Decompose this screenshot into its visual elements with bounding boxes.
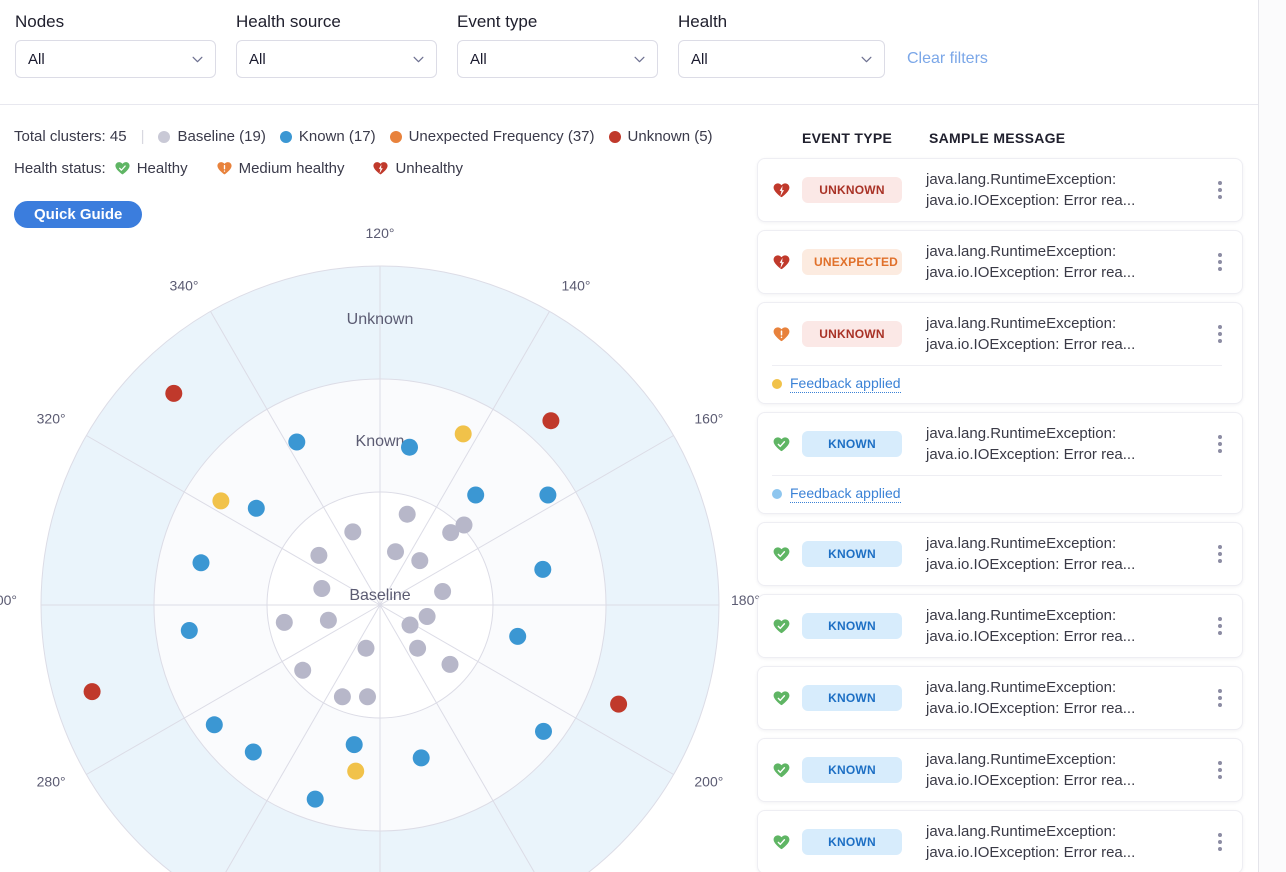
svg-text:Known: Known bbox=[356, 433, 405, 450]
svg-text:140°: 140° bbox=[562, 278, 591, 294]
svg-text:320°: 320° bbox=[37, 411, 66, 427]
svg-text:Baseline: Baseline bbox=[349, 587, 410, 604]
svg-text:Unknown: Unknown bbox=[347, 311, 414, 328]
svg-text:180°: 180° bbox=[731, 592, 760, 608]
svg-text:340°: 340° bbox=[170, 278, 199, 294]
svg-text:280°: 280° bbox=[37, 774, 66, 790]
svg-text:200°: 200° bbox=[694, 774, 723, 790]
svg-text:160°: 160° bbox=[694, 411, 723, 427]
svg-text:300°: 300° bbox=[0, 592, 17, 608]
svg-text:120°: 120° bbox=[366, 225, 395, 241]
